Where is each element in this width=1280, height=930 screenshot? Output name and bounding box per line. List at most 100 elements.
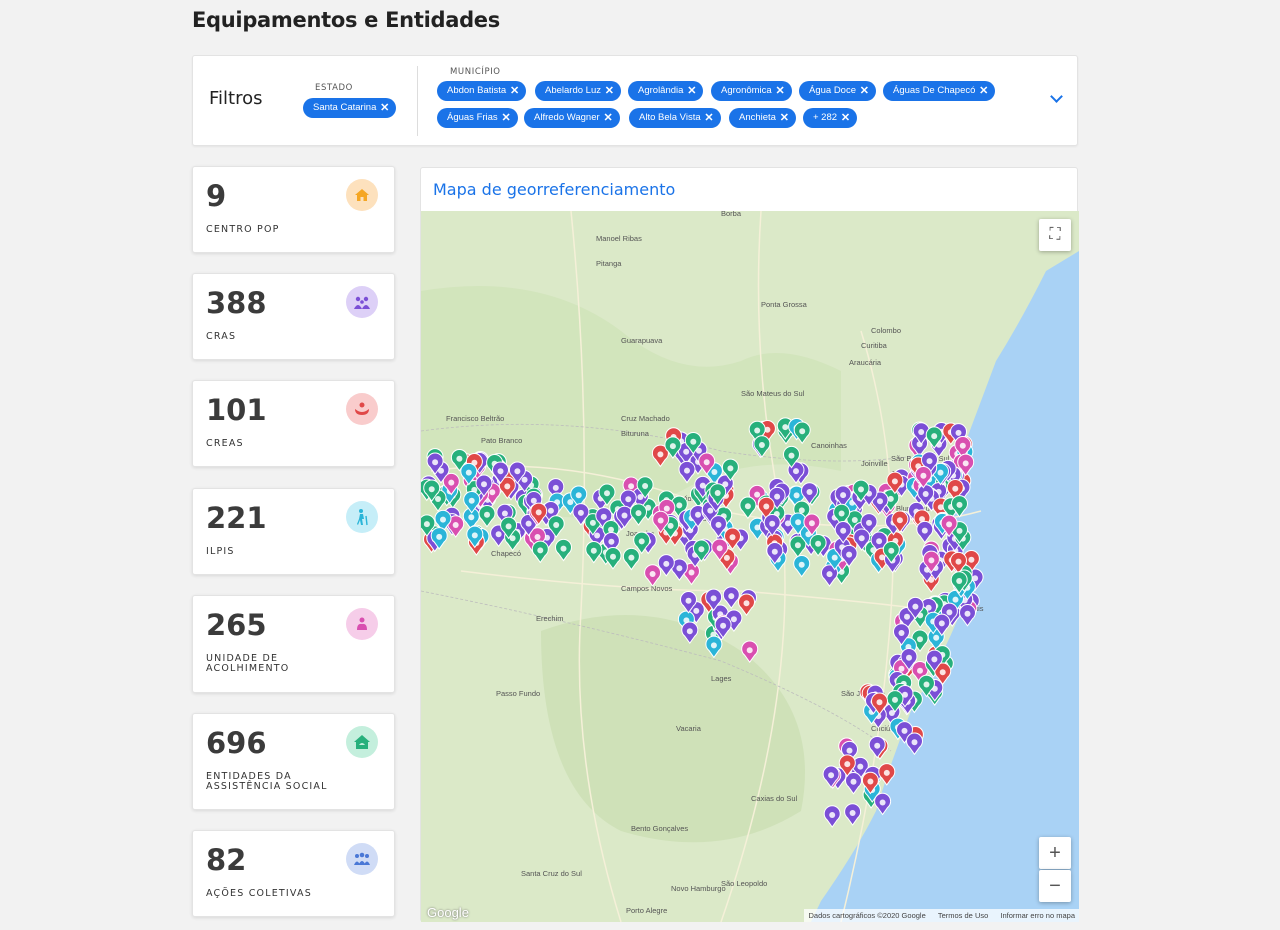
map-marker[interactable] [748,420,766,444]
map-marker[interactable] [852,479,870,503]
map-marker[interactable] [906,732,923,756]
stat-card-ilpis[interactable]: 221 ILPIS [192,488,395,575]
remove-chip-icon[interactable]: ✕ [380,102,390,114]
map-marker[interactable] [460,462,478,486]
map-marker[interactable] [714,616,732,639]
municipio-chip[interactable]: Alfredo Wagner ✕ [524,108,620,128]
map-marker[interactable] [803,513,821,537]
map-marker[interactable] [834,485,852,508]
municipio-chip[interactable]: Abdon Batista ✕ [437,81,527,101]
map-marker[interactable] [823,805,841,828]
stat-card-entidades[interactable]: 696 ENTIDADES DA ASSISTÊNCIA SOCIAL [192,713,395,810]
map-marker[interactable] [684,432,702,455]
map-marker[interactable] [753,435,771,458]
map-marker[interactable] [463,491,481,514]
map-marker[interactable] [492,461,509,485]
municipio-chip[interactable]: Abelardo Luz ✕ [535,81,621,101]
map-marker[interactable] [595,507,613,530]
map-marker[interactable] [508,461,526,485]
map-marker[interactable] [844,803,862,826]
municipio-chip[interactable]: Águas Frias ✕ [437,108,518,128]
municipio-chip[interactable]: Água Doce ✕ [799,81,877,101]
map-marker[interactable] [636,476,654,499]
map-marker[interactable] [475,474,493,498]
map-marker[interactable] [585,541,603,564]
map-marker[interactable] [886,471,904,495]
map-marker[interactable] [896,685,914,708]
map-marker[interactable] [724,527,741,551]
map-marker[interactable] [834,521,852,544]
map-marker[interactable] [871,491,889,515]
stat-card-creas[interactable]: 101 CREAS [192,380,395,467]
map-marker[interactable] [846,510,864,533]
map-marker[interactable] [500,516,518,540]
map-marker[interactable] [900,648,918,671]
terms-link[interactable]: Termos de Uso [937,911,989,920]
map-marker[interactable] [922,550,940,574]
georeference-map[interactable]: Borba Manoel Ribas Pitanga Ponta Grossa Guar… [421,211,1079,922]
map-marker[interactable] [692,539,710,563]
zoom-in-button[interactable]: + [1039,837,1071,869]
map-marker[interactable] [652,510,670,534]
map-marker[interactable] [602,532,620,555]
map-marker[interactable] [886,690,904,713]
map-marker[interactable] [788,485,806,509]
map-markers[interactable] [421,417,984,828]
map-marker[interactable] [838,754,856,777]
map-marker[interactable] [934,662,952,686]
map-marker[interactable] [442,472,460,496]
map-marker[interactable] [950,551,967,575]
map-marker[interactable] [868,736,886,759]
map-marker[interactable] [840,544,858,568]
map-marker[interactable] [430,527,448,550]
municipio-chip[interactable]: Águas De Chapecó ✕ [883,81,996,101]
map-marker[interactable] [861,771,879,795]
map-marker[interactable] [809,534,827,557]
map-marker[interactable] [705,588,723,612]
map-marker[interactable] [570,485,588,509]
map-marker[interactable] [530,502,548,526]
map-marker[interactable] [447,515,465,538]
map-marker[interactable] [841,740,858,764]
map-marker[interactable] [462,507,480,531]
map-marker[interactable] [709,483,727,506]
map-marker[interactable] [789,535,807,559]
map-marker[interactable] [766,542,784,565]
map-marker[interactable] [496,503,514,527]
remove-chip-icon[interactable]: ✕ [979,85,989,97]
map-marker[interactable] [914,466,932,489]
map-marker[interactable] [921,451,938,474]
map-marker[interactable] [933,613,951,637]
remove-chip-icon[interactable]: ✕ [779,112,789,124]
map-marker[interactable] [739,496,757,520]
map-marker[interactable] [670,495,688,519]
map-marker[interactable] [604,547,622,570]
stat-card-acoes-coletivas[interactable]: 82 AÇÕES COLETIVAS [192,830,395,917]
map-marker[interactable] [711,538,729,562]
map-marker[interactable] [783,445,800,469]
map-marker[interactable] [602,520,620,543]
map-marker[interactable] [657,554,675,577]
map-marker[interactable] [821,564,838,587]
map-marker[interactable] [917,484,935,507]
map-marker[interactable] [957,453,975,477]
map-marker[interactable] [951,495,968,518]
map-marker[interactable] [954,436,972,459]
map-marker[interactable] [793,500,811,524]
map-marker[interactable] [478,505,496,528]
map-marker[interactable] [680,591,697,614]
municipio-chip[interactable]: Agronômica ✕ [711,81,792,101]
map-marker[interactable] [738,593,755,617]
map-marker[interactable] [950,423,967,446]
map-marker[interactable] [531,540,549,564]
map-marker[interactable] [423,479,441,503]
estado-chip[interactable]: Santa Catarina ✕ [303,98,397,118]
map-marker[interactable] [681,621,699,645]
map-marker[interactable] [678,460,696,484]
map-marker[interactable] [633,531,651,555]
map-marker[interactable] [426,452,444,476]
remove-chip-icon[interactable]: ✕ [604,85,614,97]
map-marker[interactable] [833,503,851,527]
map-marker[interactable] [547,515,565,538]
municipio-chip[interactable]: Alto Bela Vista ✕ [629,108,721,128]
